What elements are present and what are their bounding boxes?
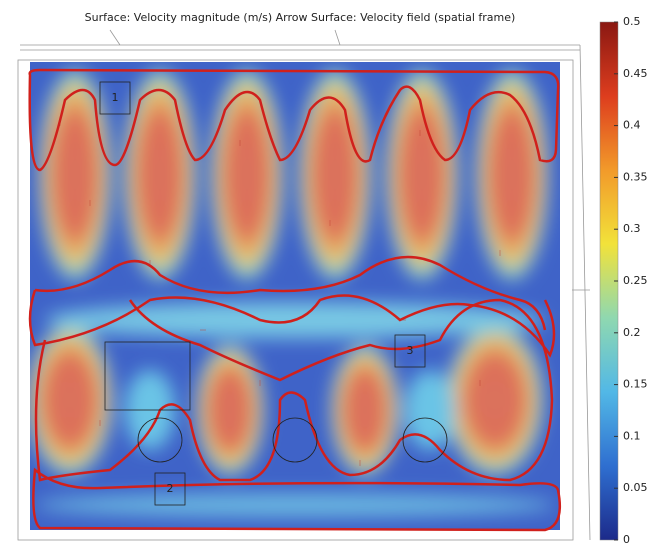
colorbar-tick-label: 0.15 [623, 378, 648, 391]
colorbar-tick-label: 0.45 [623, 67, 648, 80]
frame-decoration [17, 29, 591, 541]
chart-title: Surface: Velocity magnitude (m/s) Arrow … [85, 11, 516, 24]
colorbar-tick-label: 0.5 [623, 15, 641, 28]
colorbar-tick-label: 0.1 [623, 429, 641, 442]
velocity-field [30, 62, 560, 530]
colorbar-tick-label: 0.35 [623, 170, 648, 183]
annotation: 1 [112, 91, 119, 104]
colorbar-tick-label: 0.05 [623, 481, 648, 494]
colorbar-tick-label: 0.4 [623, 119, 641, 132]
colorbar-tick-label: 0.25 [623, 274, 648, 287]
annotation-box [99, 81, 448, 506]
region-outline [28, 68, 562, 532]
annotation: 3 [407, 344, 414, 357]
colorbar-tick-label: 0 [623, 533, 630, 546]
annotation: 2 [167, 482, 174, 495]
colorbar-tick-label: 0.3 [623, 222, 641, 235]
colorbar-tick-label: 0.2 [623, 326, 641, 339]
